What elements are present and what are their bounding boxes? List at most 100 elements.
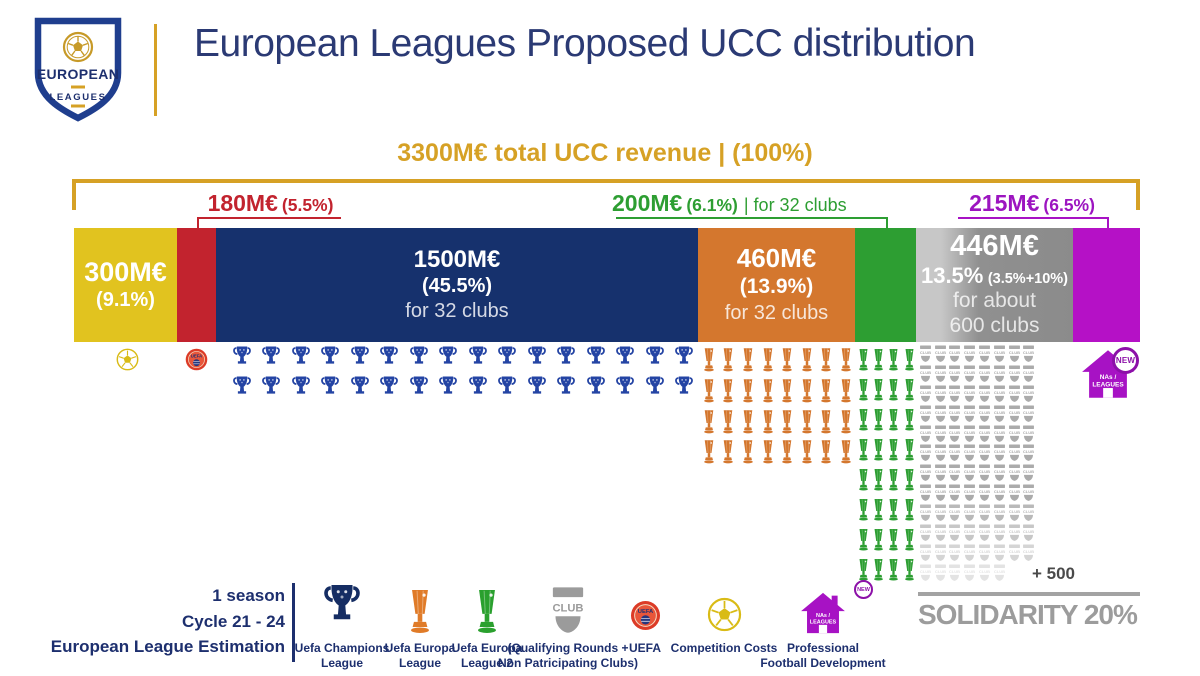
club-badge-icon: CLUB <box>919 345 932 368</box>
champions-league-trophy-icon <box>379 375 399 407</box>
svg-text:CLUB: CLUB <box>994 450 1005 455</box>
europa-league-trophy-icon <box>702 408 716 440</box>
club-badge-icon: CLUB <box>1022 405 1035 428</box>
club-badge-icon: CLUB <box>948 564 961 587</box>
club-badge-icon: CLUB <box>978 425 991 448</box>
legend: Uefa Champions League Uefa Europa League Uef… <box>0 580 1200 676</box>
svg-text:CLUB: CLUB <box>979 489 990 494</box>
europa-league-2-trophy-icon <box>903 466 916 498</box>
svg-text:CLUB: CLUB <box>1009 549 1020 554</box>
svg-text:CLUB: CLUB <box>920 569 931 574</box>
club-badge-icon: CLUB <box>993 385 1006 408</box>
champions-league-trophy-icon <box>615 345 635 377</box>
club-badge-icon: CLUB <box>934 464 947 487</box>
logo-dash-top <box>71 85 85 89</box>
club-badge-icon: CLUB <box>978 385 991 408</box>
svg-text:CLUB: CLUB <box>994 430 1005 435</box>
svg-text:CLUB: CLUB <box>994 390 1005 395</box>
club-badge-icon: CLUB <box>919 524 932 547</box>
champions-league-trophy-icon <box>645 345 665 377</box>
segment-amount: 446M€ <box>950 230 1039 263</box>
legend-label: (Qualifying Rounds + Non Patricipating Cl… <box>497 641 638 670</box>
svg-text:CLUB: CLUB <box>949 509 960 514</box>
champions-league-trophy-icon <box>438 345 458 377</box>
svg-text:NAs /: NAs / <box>1100 374 1117 381</box>
solidarity-divider <box>918 592 1140 596</box>
club-badge-icon: CLUB <box>978 365 991 388</box>
club-badge-icon: CLUB <box>948 524 961 547</box>
svg-text:CLUB: CLUB <box>920 529 931 534</box>
svg-text:CLUB: CLUB <box>949 430 960 435</box>
club-badge-icon: CLUB <box>919 484 932 507</box>
uefa-logo-icon: UEFA <box>185 348 208 371</box>
club-badge-icon: CLUB <box>993 464 1006 487</box>
segment-note: for about <box>953 289 1036 313</box>
svg-text:CLUB: CLUB <box>935 509 946 514</box>
svg-text:CLUB: CLUB <box>964 430 975 435</box>
svg-text:CLUB: CLUB <box>920 410 931 415</box>
club-badge-icon: CLUB <box>978 405 991 428</box>
club-badge-icon: CLUB <box>963 444 976 467</box>
club-badge-icon: CLUB <box>978 484 991 507</box>
club-badge-icon: CLUB <box>1008 504 1021 527</box>
competition-costs-ball-icon <box>116 348 139 371</box>
segment-pct: 13.5% <box>920 262 984 288</box>
club-badge-icon: CLUB <box>978 464 991 487</box>
club-badge-icon: CLUB <box>963 564 976 587</box>
callout-pfd-pct: (6.5%) <box>1043 195 1095 215</box>
svg-text:CLUB: CLUB <box>1009 410 1020 415</box>
champions-league-trophy-icon <box>615 375 635 407</box>
club-badge-icon: CLUB <box>963 405 976 428</box>
legend-label: Uefa Europa League <box>384 641 456 670</box>
svg-text:CLUB: CLUB <box>920 430 931 435</box>
svg-text:CLUB: CLUB <box>935 450 946 455</box>
plus-500-label: + 500 <box>1032 564 1076 583</box>
svg-text:CLUB: CLUB <box>920 549 931 554</box>
club-badge-icon: CLUB <box>1008 544 1021 567</box>
champions-league-trophy-icon <box>261 345 281 377</box>
callout-uefa-amount: 180M€ <box>207 190 278 216</box>
europa-league-2-trophy-icon <box>887 406 900 438</box>
svg-text:CLUB: CLUB <box>1009 450 1020 455</box>
champions-league-trophy-icon <box>556 345 576 377</box>
club-badge-icon: CLUB <box>1022 484 1035 507</box>
champions-league-trophy-icon <box>320 375 340 407</box>
svg-text:CLUB: CLUB <box>1023 410 1034 415</box>
club-badge-icon: CLUB <box>1008 425 1021 448</box>
callout-uefa-connector <box>197 217 341 228</box>
svg-text:CLUB: CLUB <box>994 529 1005 534</box>
club-badge-icon: CLUB <box>934 365 947 388</box>
europa-league-trophy-icon <box>839 346 853 378</box>
svg-text:CLUB: CLUB <box>920 489 931 494</box>
svg-text:CLUB: CLUB <box>1009 370 1020 375</box>
club-badge-icon: CLUB <box>1008 405 1021 428</box>
club-badge-icon: CLUB <box>919 544 932 567</box>
champions-league-trophy-icon <box>497 345 517 377</box>
europa-league-2-trophy-icon <box>903 376 916 408</box>
europa-league-trophy-icon <box>800 377 814 409</box>
europa-league-2-trophy-icon <box>857 496 870 528</box>
legend-item-uefa-europa-league-2: Uefa Europa League 2 <box>440 582 534 670</box>
svg-text:CLUB: CLUB <box>1023 450 1034 455</box>
club-badge-icon: CLUB <box>993 504 1006 527</box>
svg-text:UEFA: UEFA <box>637 609 653 615</box>
svg-text:CLUB: CLUB <box>1023 470 1034 475</box>
champions-league-trophy-icon <box>645 375 665 407</box>
champions-league-trophy-icon <box>468 375 488 407</box>
europa-league-trophy-icon <box>839 408 853 440</box>
europa-league-trophy-icon <box>702 438 716 470</box>
europa-league-trophy-icon <box>780 377 794 409</box>
segment-pct-detail: (3.5%+10%) <box>987 270 1069 287</box>
svg-text:CLUB: CLUB <box>1009 430 1020 435</box>
club-badge-icon: CLUB <box>1008 524 1021 547</box>
europa-league-trophy-icon <box>780 438 794 470</box>
svg-text:CLUB: CLUB <box>935 529 946 534</box>
svg-text:CLUB: CLUB <box>1023 430 1034 435</box>
europa-league-trophy-icon <box>800 346 814 378</box>
europa-league-trophy-icon <box>741 438 755 470</box>
legend-label: Professional Football Development <box>760 641 886 670</box>
page-title: European Leagues Proposed UCC distributi… <box>194 22 976 65</box>
club-badge-icon: CLUB <box>963 345 976 368</box>
club-badge-icon: CLUB <box>993 425 1006 448</box>
europa-league-2-trophy-icon <box>887 436 900 468</box>
